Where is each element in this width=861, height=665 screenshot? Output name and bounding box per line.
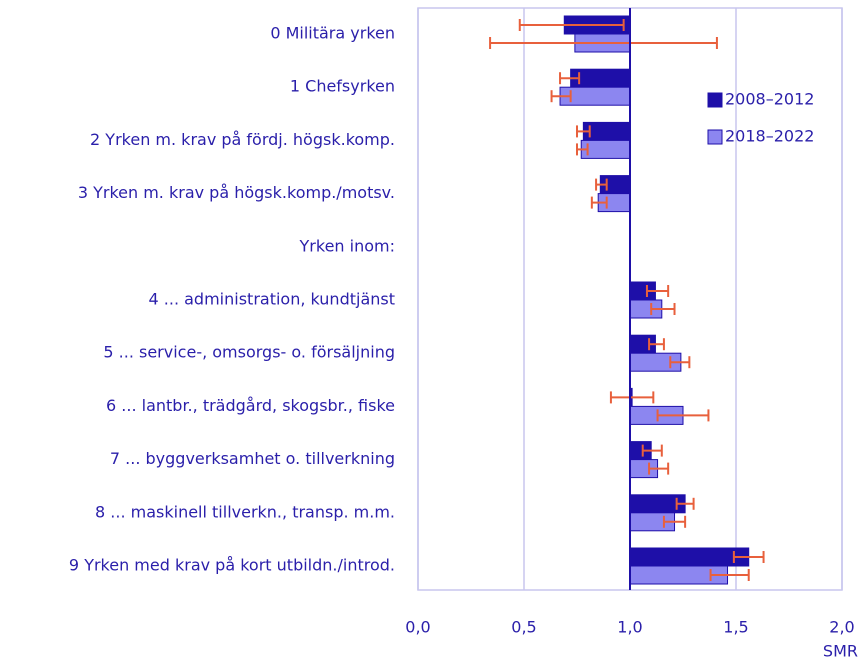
error-bar xyxy=(648,338,665,351)
error-bar xyxy=(675,497,695,510)
category-label: 0 Militära yrken xyxy=(270,24,395,43)
category-label: 5 ... service-, omsorgs- o. försäljning xyxy=(103,343,395,362)
error-bar xyxy=(590,196,608,209)
error-bar xyxy=(609,391,655,404)
category-label: 2 Yrken m. krav på fördj. högsk.komp. xyxy=(90,130,395,149)
error-bar xyxy=(559,72,581,85)
category-label: 7 ... byggverksamhet o. tillverkning xyxy=(110,449,395,468)
x-tick-label: 0,0 xyxy=(405,618,430,637)
legend-swatch xyxy=(707,92,723,108)
category-label: 3 Yrken m. krav på högsk.komp./motsv. xyxy=(78,183,395,202)
error-bar xyxy=(650,303,676,315)
error-bar xyxy=(576,143,589,156)
error-bar xyxy=(550,90,572,103)
error-bar xyxy=(662,515,687,528)
error-bar xyxy=(645,285,670,297)
category-label: 9 Yrken med krav på kort utbildn./introd… xyxy=(69,556,395,575)
category-label: 1 Chefsyrken xyxy=(290,77,395,96)
error-bar xyxy=(576,125,591,138)
x-tick-label: 1,0 xyxy=(617,618,642,637)
legend-label: 2018–2022 xyxy=(725,127,814,146)
legend-label: 2008–2012 xyxy=(725,90,814,109)
error-bar xyxy=(641,444,663,457)
category-label: 8 ... maskinell tillverkn., transp. m.m. xyxy=(95,502,395,521)
category-label: 6 ... lantbr., trädgård, skogsbr., fiske xyxy=(106,396,395,415)
error-bar xyxy=(709,569,750,581)
error-bar xyxy=(669,356,691,369)
x-tick-label: 0,5 xyxy=(511,618,536,637)
x-tick-label: 1,5 xyxy=(723,618,748,637)
error-bar xyxy=(648,462,670,475)
error-bar xyxy=(489,37,718,49)
error-bar xyxy=(595,178,608,191)
error-bar xyxy=(518,19,625,31)
error-bar xyxy=(656,409,710,422)
error-bar xyxy=(732,551,765,563)
category-label: Yrken inom: xyxy=(299,236,395,255)
x-tick-label: 2,0 xyxy=(829,618,854,637)
x-axis-label: SMR xyxy=(823,642,858,661)
bar xyxy=(629,547,750,567)
legend-swatch xyxy=(707,129,723,145)
category-label: 4 ... administration, kundtjänst xyxy=(149,290,395,309)
